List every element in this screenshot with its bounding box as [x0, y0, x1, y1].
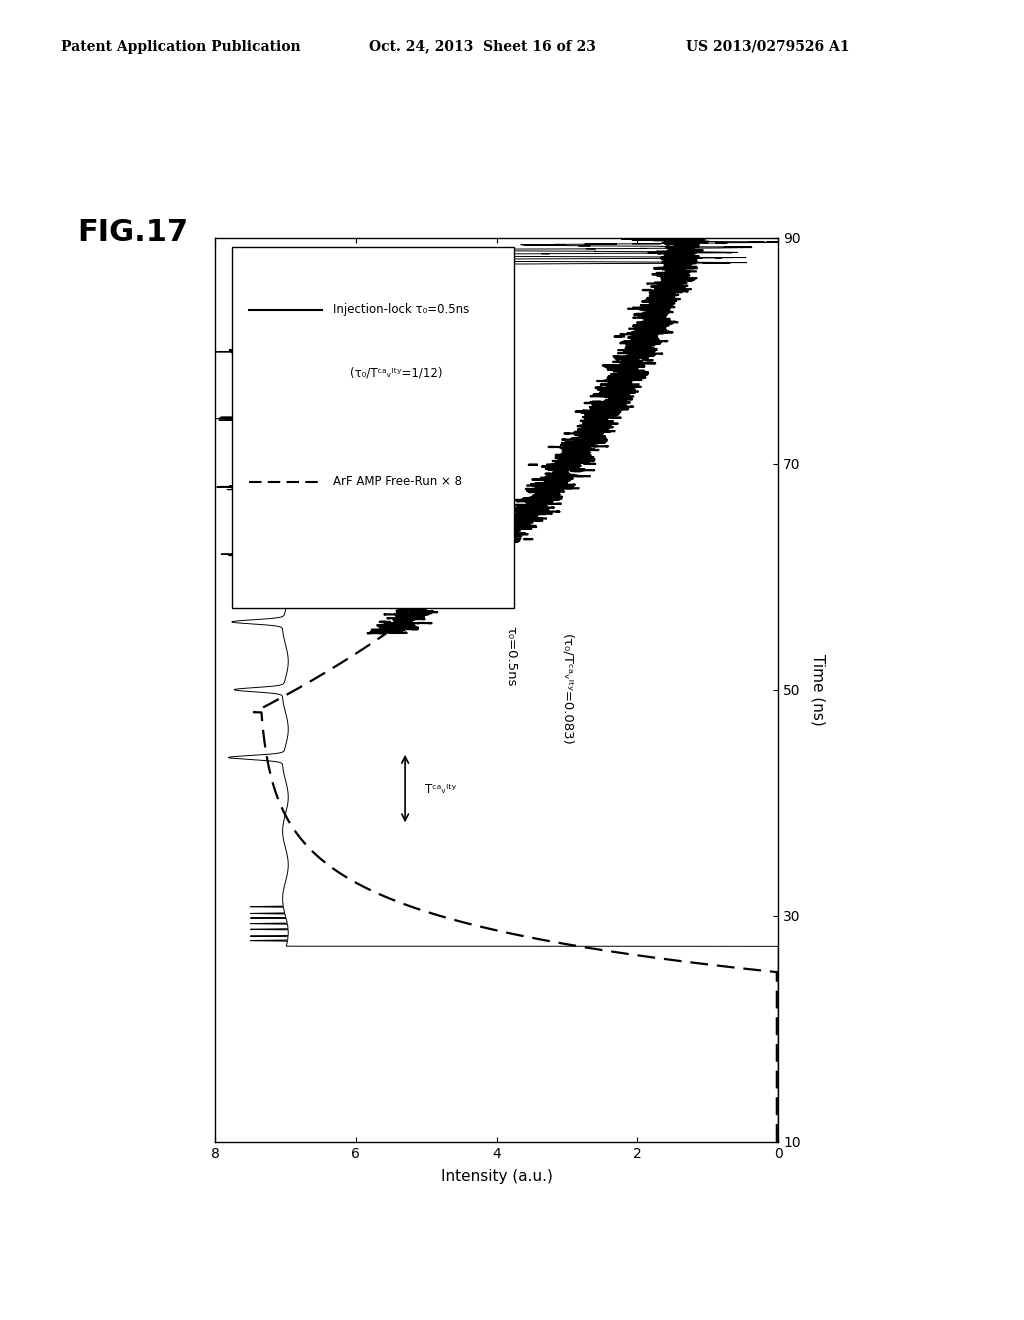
Text: FIG.17: FIG.17: [77, 218, 188, 247]
Text: ArF AMP Free-Run × 8: ArF AMP Free-Run × 8: [334, 475, 462, 488]
Text: US 2013/0279526 A1: US 2013/0279526 A1: [686, 40, 850, 54]
Text: Tᶜᵃᵥᴵᵗʸ: Tᶜᵃᵥᴵᵗʸ: [425, 783, 456, 796]
Text: Injection-lock τ₀=0.5ns: Injection-lock τ₀=0.5ns: [334, 304, 470, 317]
Text: Oct. 24, 2013  Sheet 16 of 23: Oct. 24, 2013 Sheet 16 of 23: [369, 40, 596, 54]
X-axis label: Intensity (a.u.): Intensity (a.u.): [440, 1170, 553, 1184]
Text: τ₀=0.5ns: τ₀=0.5ns: [504, 626, 517, 686]
Text: Patent Application Publication: Patent Application Publication: [61, 40, 301, 54]
FancyBboxPatch shape: [231, 247, 514, 609]
Text: (τ₀/Tᶜᵃᵥᴵᵗʸ=1/12): (τ₀/Tᶜᵃᵥᴵᵗʸ=1/12): [350, 367, 442, 380]
Text: (τ₀/Tᶜᵃᵥᴵᵗʸ=0.083): (τ₀/Tᶜᵃᵥᴵᵗʸ=0.083): [560, 634, 573, 746]
Y-axis label: Time (ns): Time (ns): [811, 653, 825, 726]
